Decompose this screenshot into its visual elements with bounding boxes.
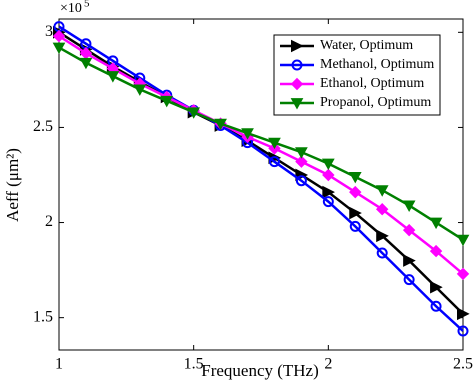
x-axis-label: Frequency (THz) [201,361,319,380]
marker [290,98,304,110]
series-line [58,46,464,241]
marker [52,42,66,55]
marker [456,234,470,247]
marker [429,217,443,230]
x-tick-label: 2.5 [453,356,473,373]
marker [321,158,335,171]
marker [403,274,415,286]
legend-label: Water, Optimum [320,38,413,53]
marker [322,168,335,182]
marker [291,39,304,53]
x-tick-label: 1 [55,356,63,373]
y-scale-exponent: 5 [84,0,90,10]
x-tick-label: 2 [324,356,332,373]
marker [376,229,389,243]
marker [79,57,93,70]
marker [430,280,443,294]
marker [290,77,304,91]
marker [322,185,335,199]
y-tick-label: 3 [45,23,53,40]
series-line [58,31,464,315]
series-line [58,25,464,332]
marker [268,156,280,168]
marker [241,128,254,140]
marker [403,254,416,267]
legend-label: Propanol, Optimum [320,95,431,110]
marker [295,175,307,187]
marker [429,244,443,258]
marker [295,147,308,159]
y-tick-label: 2.5 [33,118,53,135]
marker [160,95,174,108]
marker [348,171,362,184]
marker [349,185,362,199]
legend-label: Ethanol, Optimum [320,76,424,91]
x-tick-label: 1.5 [184,356,204,373]
marker [187,107,201,119]
marker [375,203,389,216]
plot-frame [58,18,464,351]
marker [402,200,416,212]
marker [457,307,470,321]
y-tick-label: 2 [45,213,53,230]
marker [456,267,470,281]
marker [349,220,361,232]
marker [349,206,362,220]
marker [52,29,66,43]
marker [133,84,147,96]
legend-label: Methanol, Optimum [320,57,434,72]
y-axis-label: Aeff (μm²) [3,148,22,222]
marker [376,247,388,259]
series-line [58,35,464,275]
marker [322,196,334,208]
marker [106,71,120,83]
marker [268,137,281,150]
legend-box [273,34,441,116]
y-scale-base: ×10 [60,1,82,16]
y-tick-label: 1.5 [33,308,53,325]
marker [375,185,389,197]
marker [291,59,303,71]
marker [457,325,469,337]
marker [402,223,416,237]
marker [295,155,308,168]
marker [430,300,442,312]
marker [214,118,227,131]
